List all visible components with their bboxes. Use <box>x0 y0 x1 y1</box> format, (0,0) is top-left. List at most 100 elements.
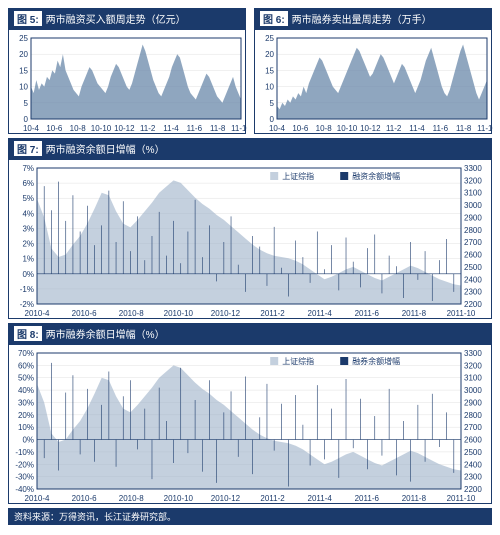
svg-text:60%: 60% <box>18 361 34 370</box>
chart-7-panel: 图 7: 两市融资余额日增幅（%） -2%-1%0%1%2%3%4%5%6%7%… <box>8 138 492 319</box>
svg-text:2500: 2500 <box>464 263 482 272</box>
chart-7-num: 图 7: <box>14 141 42 156</box>
chart-8: -40%-30%-20%-10%0%10%20%30%40%50%60%70%2… <box>8 344 492 504</box>
svg-text:2010-6: 2010-6 <box>72 309 97 318</box>
svg-text:11-6: 11-6 <box>187 124 203 133</box>
svg-text:10-12: 10-12 <box>360 124 381 133</box>
svg-text:2011-6: 2011-6 <box>355 309 380 318</box>
svg-text:-40%: -40% <box>15 485 34 494</box>
svg-text:10: 10 <box>265 83 274 92</box>
chart-8-num: 图 8: <box>14 326 42 341</box>
svg-text:-1%: -1% <box>20 285 34 294</box>
chart-5-header: 图 5: 两市融资买入额周走势（亿元） <box>8 8 246 29</box>
svg-text:2011-10: 2011-10 <box>447 494 476 503</box>
svg-text:15: 15 <box>265 66 274 75</box>
svg-text:2011-2: 2011-2 <box>260 494 285 503</box>
svg-text:2011-8: 2011-8 <box>402 494 427 503</box>
chart-7: -2%-1%0%1%2%3%4%5%6%7%220023002400250026… <box>8 159 492 319</box>
svg-text:融券余额增幅: 融券余额增幅 <box>352 356 400 366</box>
chart-6-panel: 图 6: 两市融券卖出量周走势（万手） 051015202510-410-610… <box>254 8 492 134</box>
chart-5-title: 两市融资买入额周走势（亿元） <box>46 11 186 26</box>
svg-text:25: 25 <box>265 34 274 43</box>
svg-text:4%: 4% <box>22 209 34 218</box>
svg-text:10-10: 10-10 <box>91 124 112 133</box>
svg-text:2010-12: 2010-12 <box>211 309 241 318</box>
svg-text:3%: 3% <box>22 224 34 233</box>
svg-text:2010-6: 2010-6 <box>72 494 97 503</box>
svg-text:2400: 2400 <box>464 275 482 284</box>
svg-text:上证综指: 上证综指 <box>282 171 314 181</box>
svg-text:3300: 3300 <box>464 164 482 173</box>
chart-6-header: 图 6: 两市融券卖出量周走势（万手） <box>254 8 492 29</box>
svg-text:25: 25 <box>19 34 28 43</box>
svg-text:11-4: 11-4 <box>163 124 179 133</box>
svg-text:上证综指: 上证综指 <box>282 356 314 366</box>
chart-7-header: 图 7: 两市融资余额日增幅（%） <box>8 138 492 159</box>
svg-text:2200: 2200 <box>464 300 482 309</box>
svg-text:2011-8: 2011-8 <box>402 309 427 318</box>
chart-7-title: 两市融资余额日增幅（%） <box>46 141 165 156</box>
svg-text:0%: 0% <box>22 270 34 279</box>
svg-text:70%: 70% <box>18 349 34 358</box>
svg-text:-20%: -20% <box>15 460 34 469</box>
svg-text:50%: 50% <box>18 374 34 383</box>
svg-text:11-4: 11-4 <box>409 124 425 133</box>
svg-text:2010-10: 2010-10 <box>164 494 194 503</box>
svg-text:2010-10: 2010-10 <box>164 309 194 318</box>
svg-text:10-10: 10-10 <box>337 124 358 133</box>
svg-text:11-6: 11-6 <box>433 124 449 133</box>
report-page: 图 5: 两市融资买入额周走势（亿元） 0 5 10 15 20 25 10-4 10-6 10… <box>0 0 500 533</box>
svg-text:-10%: -10% <box>15 448 34 457</box>
svg-text:10-8: 10-8 <box>316 124 333 133</box>
svg-text:2600: 2600 <box>464 436 482 445</box>
svg-text:10-8: 10-8 <box>70 124 87 133</box>
svg-text:-2%: -2% <box>20 300 34 309</box>
svg-text:10%: 10% <box>18 423 34 432</box>
svg-text:11-8: 11-8 <box>210 124 226 133</box>
svg-text:10-4: 10-4 <box>23 124 40 133</box>
svg-text:3200: 3200 <box>464 176 482 185</box>
svg-text:0%: 0% <box>22 436 34 445</box>
svg-text:15: 15 <box>19 66 28 75</box>
svg-text:20: 20 <box>265 50 274 59</box>
svg-text:2011-10: 2011-10 <box>447 309 476 318</box>
chart-8-title: 两市融券余额日增幅（%） <box>46 326 165 341</box>
svg-text:融资余额增幅: 融资余额增幅 <box>352 171 400 181</box>
svg-text:2600: 2600 <box>464 251 482 260</box>
svg-text:3100: 3100 <box>464 189 482 198</box>
svg-text:2010-12: 2010-12 <box>211 494 241 503</box>
svg-text:2800: 2800 <box>464 411 482 420</box>
svg-text:3200: 3200 <box>464 361 482 370</box>
chart-5-panel: 图 5: 两市融资买入额周走势（亿元） 051015202510-410-610… <box>8 8 246 134</box>
svg-text:10-6: 10-6 <box>46 124 63 133</box>
chart-5: 051015202510-410-610-810-1010-1211-211-4… <box>8 29 246 134</box>
svg-text:5%: 5% <box>22 194 34 203</box>
svg-text:2011-4: 2011-4 <box>308 309 333 318</box>
svg-text:10-12: 10-12 <box>114 124 135 133</box>
svg-text:11-10: 11-10 <box>231 124 247 133</box>
svg-text:3300: 3300 <box>464 349 482 358</box>
svg-text:-30%: -30% <box>15 473 34 482</box>
svg-text:11-10: 11-10 <box>477 124 493 133</box>
svg-text:11-2: 11-2 <box>386 124 402 133</box>
svg-text:2200: 2200 <box>464 485 482 494</box>
chart-6-title: 两市融券卖出量周走势（万手） <box>292 11 432 26</box>
svg-text:0: 0 <box>270 115 275 124</box>
svg-text:10-4: 10-4 <box>269 124 286 133</box>
svg-text:10-6: 10-6 <box>292 124 309 133</box>
chart-8-header: 图 8: 两市融券余额日增幅（%） <box>8 323 492 344</box>
svg-text:20: 20 <box>19 50 28 59</box>
svg-text:2700: 2700 <box>464 423 482 432</box>
chart-6-num: 图 6: <box>260 11 288 26</box>
svg-text:5: 5 <box>24 99 29 108</box>
svg-text:10: 10 <box>19 83 28 92</box>
svg-text:2%: 2% <box>22 240 34 249</box>
svg-text:11-8: 11-8 <box>456 124 472 133</box>
svg-text:6%: 6% <box>22 179 34 188</box>
svg-text:11-2: 11-2 <box>140 124 156 133</box>
chart-8-panel: 图 8: 两市融券余额日增幅（%） -40% -30% -20% -10% 0% 10% 2… <box>8 323 492 504</box>
svg-text:2400: 2400 <box>464 460 482 469</box>
svg-text:40%: 40% <box>18 386 34 395</box>
svg-text:2010-4: 2010-4 <box>25 494 50 503</box>
svg-text:2011-4: 2011-4 <box>308 494 333 503</box>
